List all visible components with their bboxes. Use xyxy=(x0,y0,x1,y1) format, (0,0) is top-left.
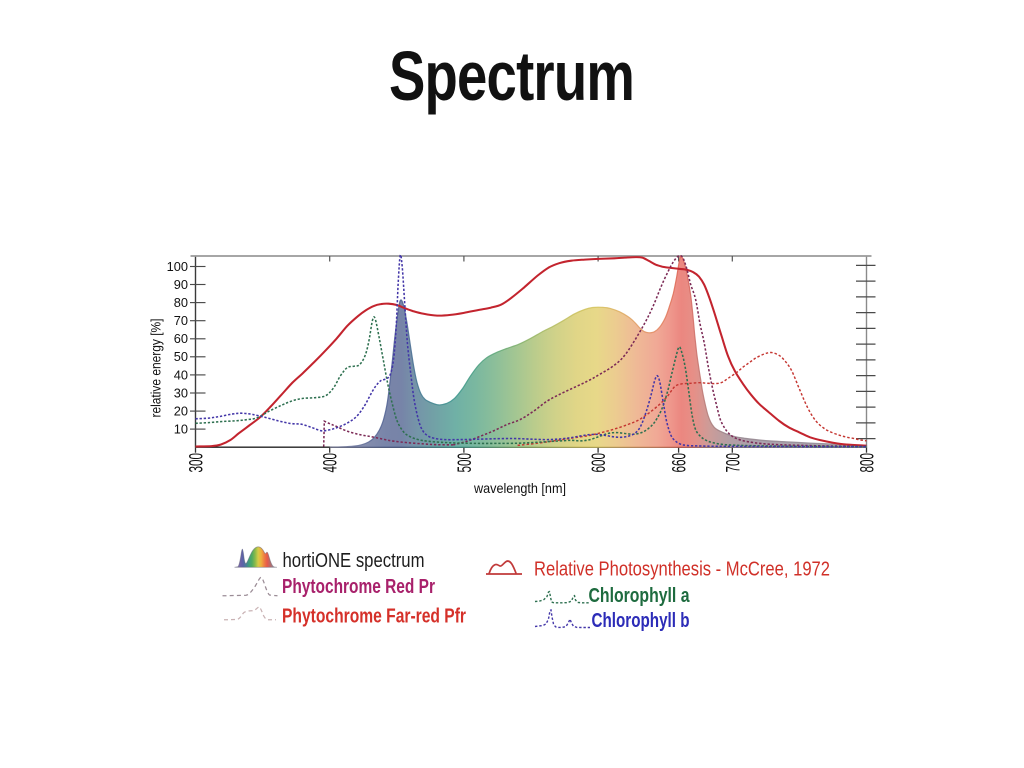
svg-text:Phytochrome Far-red Pfr: Phytochrome Far-red Pfr xyxy=(282,605,466,627)
svg-text:800: 800 xyxy=(858,453,879,473)
svg-text:30: 30 xyxy=(174,385,188,400)
svg-text:relative energy [%]: relative energy [%] xyxy=(149,319,164,418)
svg-text:660: 660 xyxy=(670,453,691,473)
svg-text:Chlorophyll a: Chlorophyll a xyxy=(589,585,691,607)
svg-text:Chlorophyll b: Chlorophyll b xyxy=(592,610,690,632)
svg-text:90: 90 xyxy=(174,277,188,292)
svg-text:300: 300 xyxy=(187,453,208,473)
svg-text:400: 400 xyxy=(321,453,342,473)
svg-text:Relative Photosynthesis - McCr: Relative Photosynthesis - McCree, 1972 xyxy=(534,558,830,580)
svg-text:Phytochrome Red Pr: Phytochrome Red Pr xyxy=(282,576,435,598)
svg-text:70: 70 xyxy=(174,313,188,328)
svg-text:600: 600 xyxy=(589,453,610,473)
svg-text:50: 50 xyxy=(174,349,188,364)
svg-text:10: 10 xyxy=(174,422,188,437)
svg-text:500: 500 xyxy=(455,453,476,473)
svg-text:60: 60 xyxy=(174,331,188,346)
svg-text:Spectrum: Spectrum xyxy=(389,37,634,115)
svg-text:700: 700 xyxy=(723,453,744,473)
svg-text:wavelength [nm]: wavelength [nm] xyxy=(473,480,566,496)
svg-text:80: 80 xyxy=(174,295,188,310)
svg-text:40: 40 xyxy=(174,367,188,382)
svg-text:hortiONE spectrum: hortiONE spectrum xyxy=(283,550,425,572)
svg-text:20: 20 xyxy=(174,404,188,419)
svg-text:100: 100 xyxy=(167,259,188,274)
